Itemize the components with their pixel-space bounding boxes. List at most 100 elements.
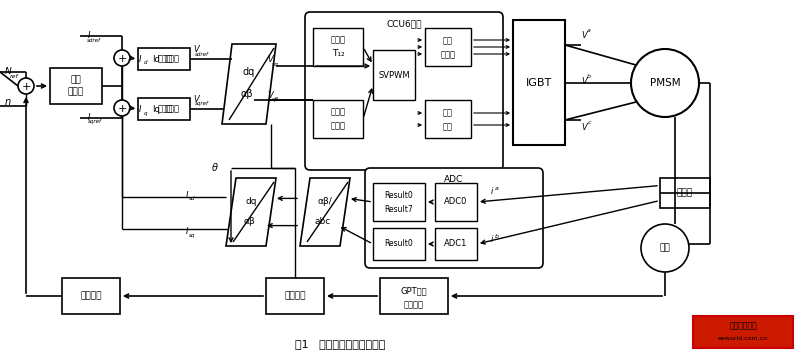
Text: 控制器: 控制器 xyxy=(68,87,84,97)
Text: +: + xyxy=(118,104,126,114)
Bar xyxy=(313,28,363,66)
Text: n: n xyxy=(5,97,11,107)
Text: 控制器: 控制器 xyxy=(158,104,173,114)
Text: 电位计: 电位计 xyxy=(677,189,693,197)
Text: sqref: sqref xyxy=(88,120,102,125)
Text: 接口模式: 接口模式 xyxy=(404,300,424,310)
Text: Result7: Result7 xyxy=(385,204,414,213)
Circle shape xyxy=(641,224,689,272)
Text: CCU6单元: CCU6单元 xyxy=(386,20,422,28)
Text: sdref: sdref xyxy=(195,51,209,56)
Text: sα: sα xyxy=(272,61,280,66)
Bar xyxy=(373,183,425,221)
Text: 控制器: 控制器 xyxy=(165,55,179,64)
FancyBboxPatch shape xyxy=(365,168,543,268)
Text: +: + xyxy=(22,82,30,92)
Text: 死区时: 死区时 xyxy=(330,108,346,116)
Bar xyxy=(50,68,102,104)
Text: V: V xyxy=(193,45,199,55)
Text: Result0: Result0 xyxy=(385,191,414,200)
Bar xyxy=(660,178,710,208)
Bar xyxy=(435,183,477,221)
Bar xyxy=(138,48,190,70)
FancyBboxPatch shape xyxy=(305,12,503,170)
Text: 间产生: 间产生 xyxy=(330,121,346,131)
Text: c: c xyxy=(587,120,590,126)
Bar xyxy=(693,316,793,348)
Text: V: V xyxy=(193,94,199,104)
Text: GPT增量: GPT增量 xyxy=(401,286,427,295)
Text: ADC: ADC xyxy=(444,175,464,185)
Text: I: I xyxy=(138,55,142,64)
Text: a: a xyxy=(495,186,499,191)
Text: I: I xyxy=(138,104,142,114)
Bar xyxy=(380,278,448,314)
Text: PMSM: PMSM xyxy=(650,78,680,88)
Text: I: I xyxy=(88,32,90,40)
Text: b: b xyxy=(587,75,591,80)
Bar xyxy=(373,50,415,100)
Bar xyxy=(266,278,324,314)
Text: αβ: αβ xyxy=(243,218,255,226)
Text: ADC0: ADC0 xyxy=(444,197,468,207)
Bar xyxy=(435,228,477,260)
Text: αβ/: αβ/ xyxy=(318,197,332,207)
Text: 码盘: 码盘 xyxy=(660,244,670,252)
Bar xyxy=(313,100,363,138)
Text: sdref: sdref xyxy=(87,38,101,43)
Text: I: I xyxy=(186,191,188,200)
Text: ref: ref xyxy=(10,73,18,78)
Polygon shape xyxy=(226,178,276,246)
Text: 速度计算: 速度计算 xyxy=(80,291,102,300)
Text: b: b xyxy=(495,234,499,239)
Bar xyxy=(513,20,565,145)
Text: 输出: 输出 xyxy=(443,109,453,118)
Circle shape xyxy=(114,50,130,66)
Text: 控制器: 控制器 xyxy=(158,55,173,64)
Text: +: + xyxy=(118,54,126,64)
Bar xyxy=(62,278,120,314)
Bar xyxy=(373,228,425,260)
Text: V: V xyxy=(581,77,587,87)
Text: 比较: 比较 xyxy=(443,37,453,45)
Circle shape xyxy=(114,100,130,116)
Text: Result0: Result0 xyxy=(385,240,414,248)
Text: V: V xyxy=(581,124,587,132)
Text: αβ: αβ xyxy=(241,89,254,99)
Text: 图1   控制系统软硬件结构图: 图1 控制系统软硬件结构图 xyxy=(295,339,385,349)
Text: V: V xyxy=(581,31,587,39)
Text: SVPWM: SVPWM xyxy=(378,71,410,80)
Text: ADC1: ADC1 xyxy=(444,240,468,248)
Text: sβ: sβ xyxy=(272,98,280,103)
Text: I: I xyxy=(88,114,90,122)
Text: sq: sq xyxy=(189,234,195,239)
Text: 控制: 控制 xyxy=(443,122,453,131)
Text: Id: Id xyxy=(152,55,160,64)
Text: q: q xyxy=(143,110,146,115)
Text: θ: θ xyxy=(212,163,218,173)
Text: abc: abc xyxy=(315,218,331,226)
Text: i: i xyxy=(491,187,493,197)
Text: IGBT: IGBT xyxy=(526,77,552,87)
Text: d: d xyxy=(143,60,146,66)
Bar xyxy=(425,100,471,138)
Text: T₁₂: T₁₂ xyxy=(332,49,344,59)
Text: eeworld.com.cn: eeworld.com.cn xyxy=(718,337,768,342)
Text: dq: dq xyxy=(246,197,257,207)
Text: V: V xyxy=(267,55,273,65)
Text: V: V xyxy=(267,92,273,100)
Text: 计时器: 计时器 xyxy=(330,36,346,44)
Text: sd: sd xyxy=(189,197,195,202)
Text: N: N xyxy=(5,67,11,76)
Text: 电子工程世界: 电子工程世界 xyxy=(729,322,757,331)
Bar xyxy=(138,98,190,120)
Bar xyxy=(425,28,471,66)
Text: 控制器: 控制器 xyxy=(165,104,179,114)
Text: a: a xyxy=(587,27,591,33)
Polygon shape xyxy=(222,44,276,124)
Text: 速度: 速度 xyxy=(70,76,82,84)
Circle shape xyxy=(631,49,699,117)
Text: i: i xyxy=(491,235,493,245)
Text: I: I xyxy=(186,228,188,236)
Text: Iq: Iq xyxy=(152,104,160,114)
